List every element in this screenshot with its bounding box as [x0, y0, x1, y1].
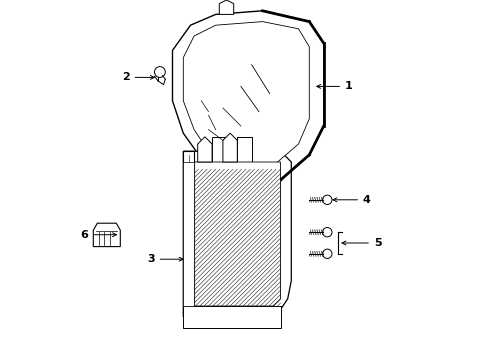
Text: 6: 6 — [80, 230, 116, 240]
Text: 3: 3 — [147, 254, 183, 264]
Polygon shape — [223, 133, 237, 162]
Polygon shape — [194, 162, 280, 306]
Polygon shape — [219, 0, 233, 14]
Polygon shape — [183, 151, 194, 317]
Polygon shape — [183, 22, 309, 176]
Polygon shape — [183, 162, 194, 306]
Polygon shape — [172, 11, 323, 191]
Polygon shape — [93, 223, 120, 247]
Polygon shape — [183, 306, 280, 328]
Polygon shape — [183, 151, 291, 317]
Text: 4: 4 — [332, 195, 370, 205]
Text: 1: 1 — [316, 81, 352, 91]
Polygon shape — [197, 137, 212, 162]
Polygon shape — [212, 137, 226, 162]
Text: 2: 2 — [122, 72, 154, 82]
Text: 5: 5 — [341, 238, 381, 248]
Polygon shape — [237, 137, 251, 162]
